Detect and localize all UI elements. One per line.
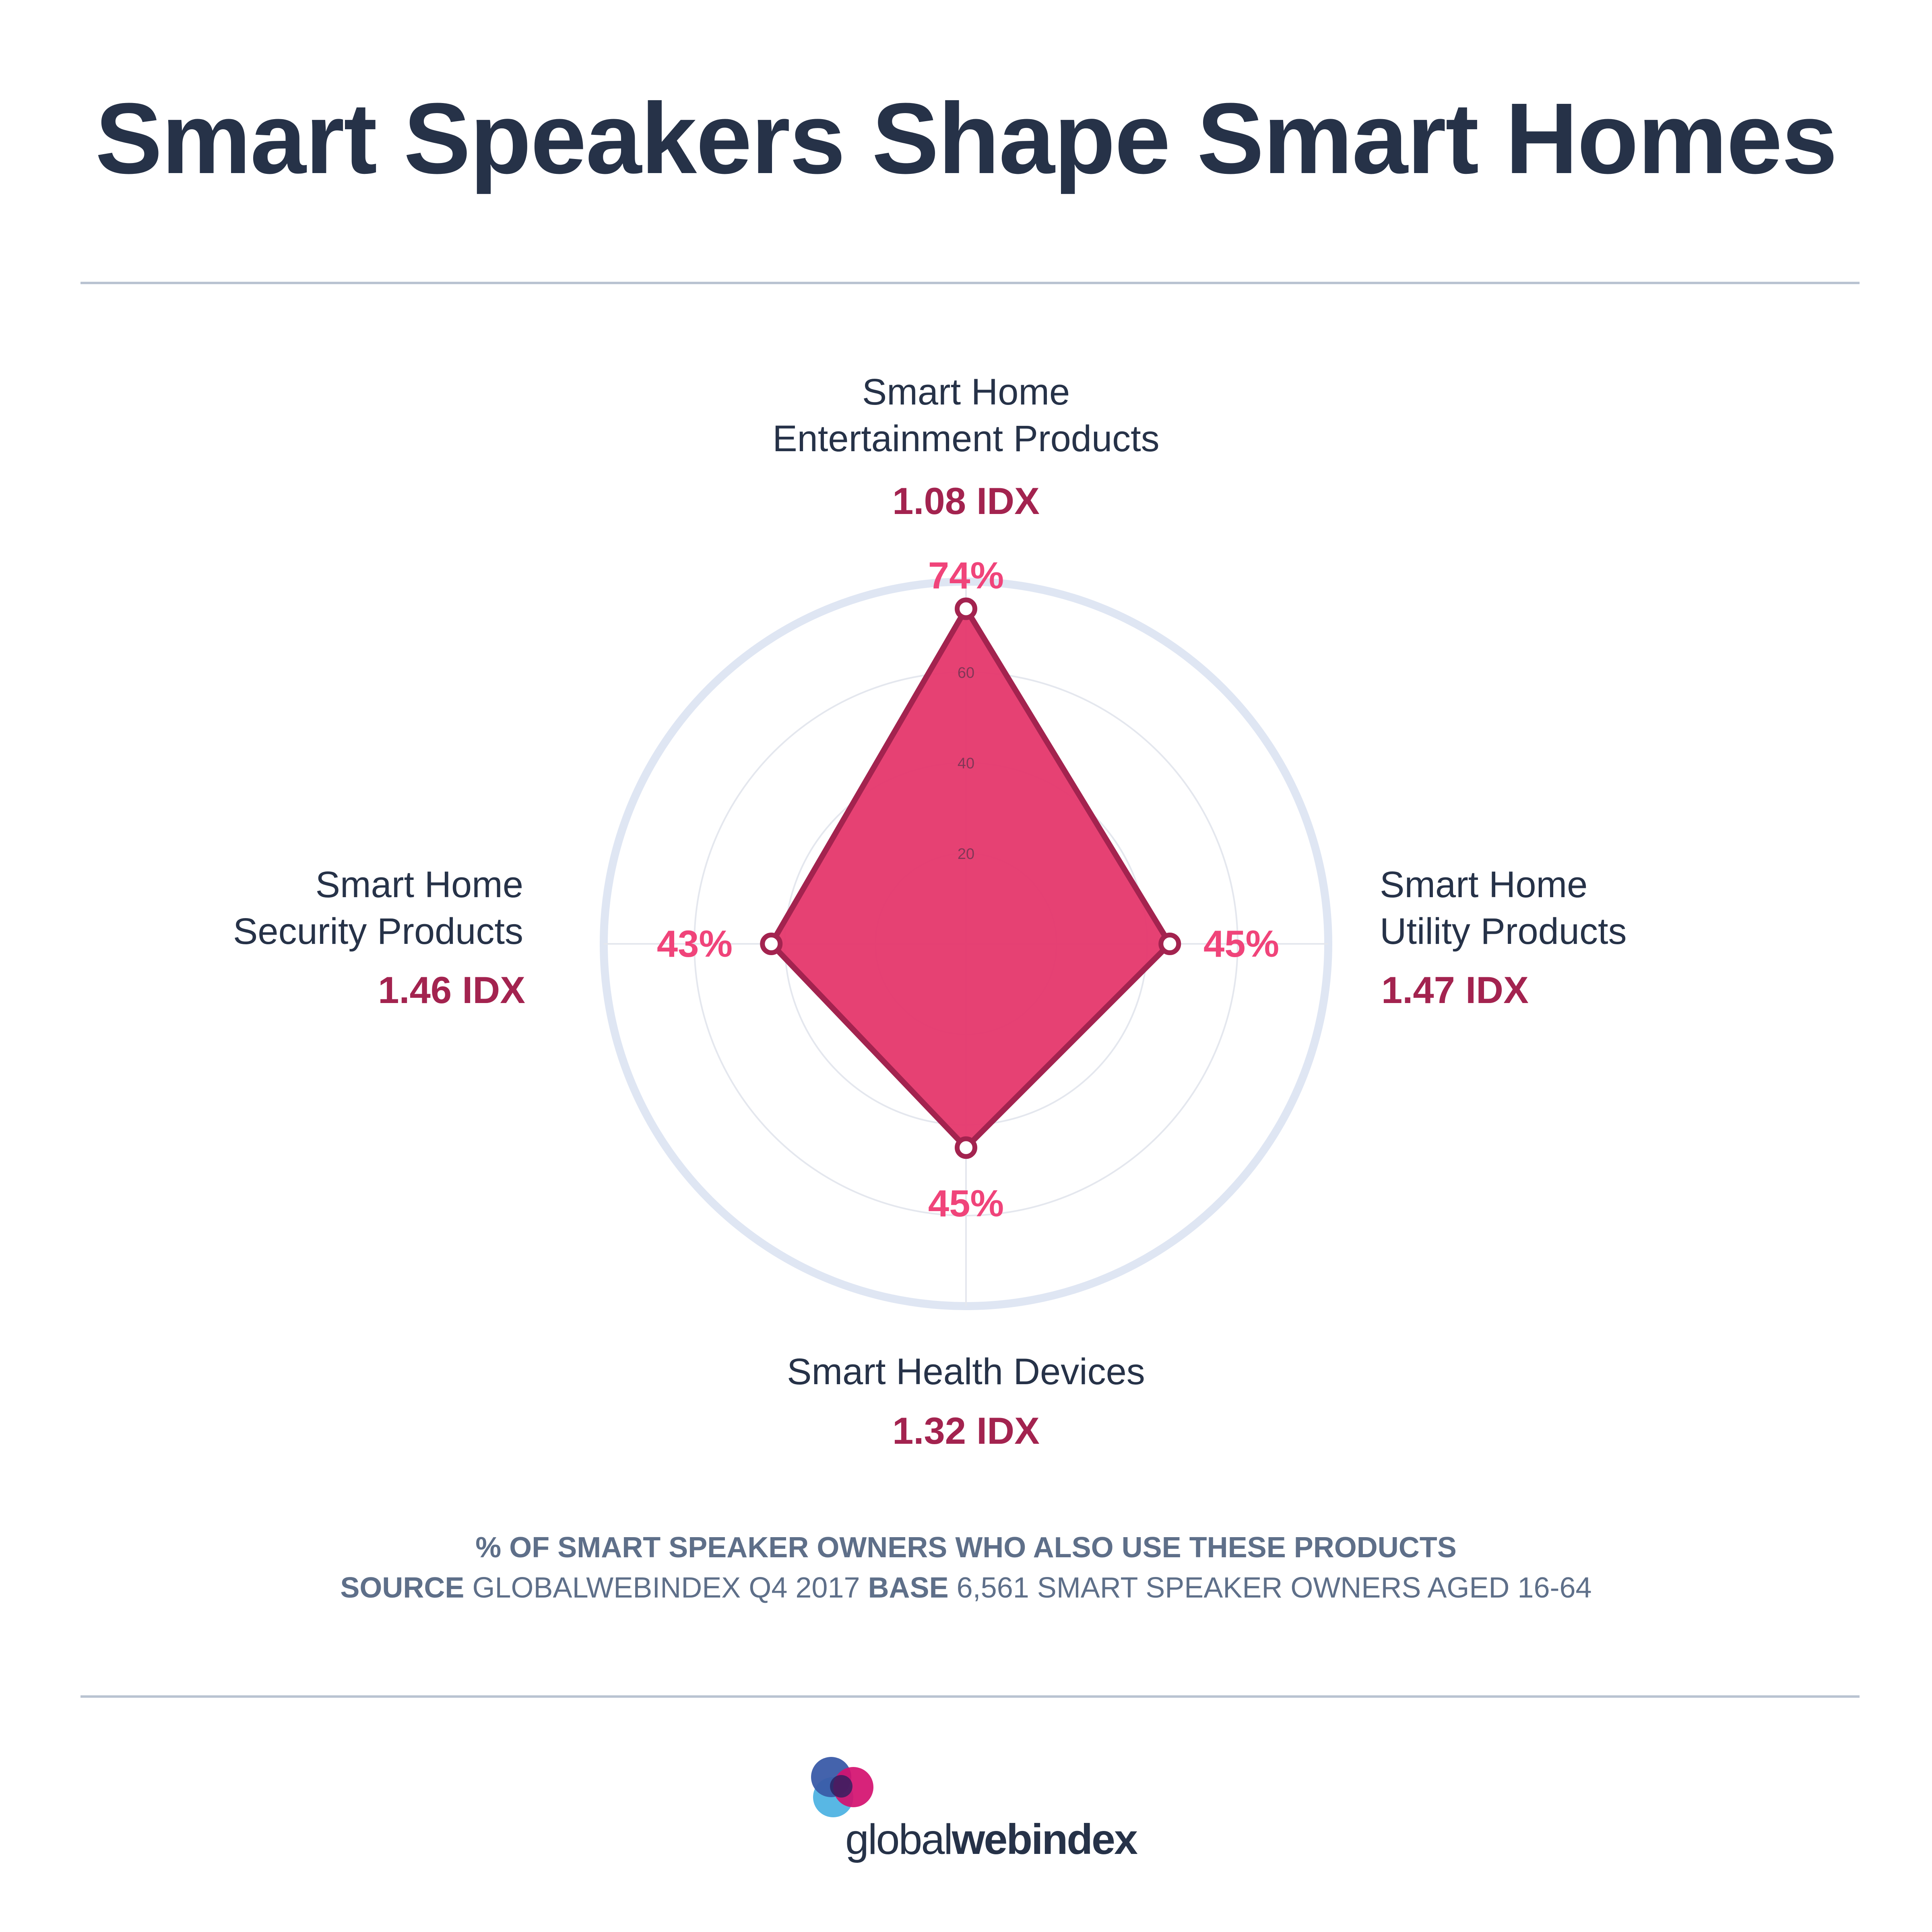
source-text: GLOBALWEBINDEX Q4 2017 bbox=[472, 1572, 860, 1604]
category-label-line: Smart Home bbox=[315, 864, 523, 905]
footnote-source: SOURCE GLOBALWEBINDEX Q4 2017 BASE 6,561… bbox=[0, 1568, 1932, 1608]
category-label-line: Smart Home bbox=[1380, 864, 1588, 905]
tick-label: 40 bbox=[958, 755, 974, 772]
bottom-divider bbox=[80, 1695, 1860, 1698]
logo-text-light: global bbox=[845, 1816, 953, 1863]
data-point bbox=[1158, 933, 1181, 955]
percent-label-utility: 45% bbox=[1203, 923, 1280, 965]
data-point bbox=[955, 1136, 977, 1159]
category-label-line: Smart Home bbox=[862, 372, 1070, 413]
radar-area bbox=[768, 606, 1173, 1151]
radar-area-layer bbox=[768, 606, 1173, 1151]
radar-points bbox=[760, 597, 1181, 1159]
footnote-line1: % OF SMART SPEAKER OWNERS WHO ALSO USE T… bbox=[475, 1532, 1457, 1564]
footnote-description: % OF SMART SPEAKER OWNERS WHO ALSO USE T… bbox=[0, 1527, 1932, 1568]
category-label-line: Utility Products bbox=[1380, 911, 1627, 952]
category-label-security: Smart Home Security Products bbox=[40, 861, 523, 955]
logo-text-bold: webindex bbox=[952, 1816, 1138, 1863]
logo-wordmark: globalwebindex bbox=[845, 1815, 1138, 1864]
base-label: BASE bbox=[868, 1572, 949, 1604]
data-point bbox=[760, 933, 783, 955]
globalwebindex-logo: globalwebindex bbox=[801, 1755, 1147, 1876]
top-divider bbox=[80, 282, 1860, 284]
idx-label-utility: 1.47 IDX bbox=[1381, 969, 1529, 1011]
idx-label-entertainment: 1.08 IDX bbox=[892, 480, 1040, 522]
percent-label-entertainment: 74% bbox=[928, 554, 1004, 597]
radar-tick-labels: 20 40 60 bbox=[958, 665, 974, 863]
category-label-line: Security Products bbox=[233, 911, 523, 952]
category-label-health: Smart Health Devices bbox=[644, 1348, 1288, 1395]
category-label-entertainment: Smart Home Entertainment Products bbox=[644, 369, 1288, 462]
source-label: SOURCE bbox=[340, 1572, 464, 1604]
chart-title: Smart Speakers Shape Smart Homes bbox=[95, 82, 1838, 194]
logo-circles-icon bbox=[811, 1757, 873, 1817]
category-label-line: Smart Health Devices bbox=[787, 1351, 1145, 1392]
idx-label-health: 1.32 IDX bbox=[892, 1410, 1040, 1452]
base-text: 6,561 SMART SPEAKER OWNERS AGED 16-64 bbox=[956, 1572, 1592, 1604]
tick-label: 60 bbox=[958, 665, 974, 681]
category-label-utility: Smart Home Utility Products bbox=[1380, 861, 1903, 955]
tick-label: 20 bbox=[958, 846, 974, 863]
percent-label-health: 45% bbox=[928, 1182, 1004, 1224]
category-label-line: Entertainment Products bbox=[772, 418, 1160, 459]
idx-label-security: 1.46 IDX bbox=[378, 969, 525, 1011]
data-point bbox=[955, 597, 977, 620]
percent-label-security: 43% bbox=[656, 923, 733, 965]
